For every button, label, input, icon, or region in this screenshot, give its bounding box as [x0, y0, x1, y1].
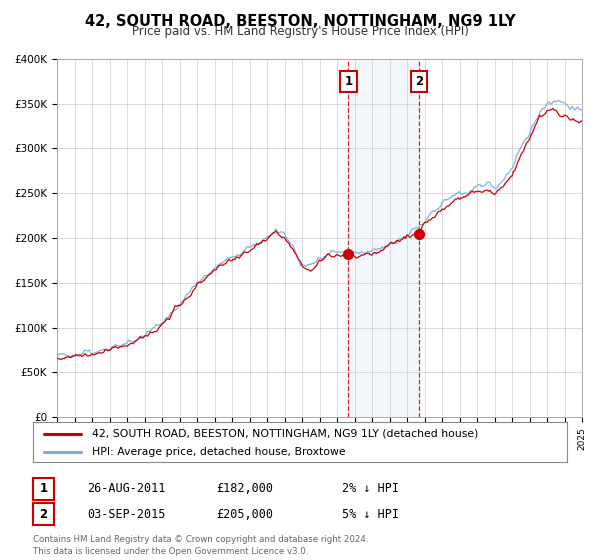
Text: Contains HM Land Registry data © Crown copyright and database right 2024.: Contains HM Land Registry data © Crown c… [33, 535, 368, 544]
Text: 26-AUG-2011: 26-AUG-2011 [87, 482, 166, 496]
Text: HPI: Average price, detached house, Broxtowe: HPI: Average price, detached house, Brox… [92, 447, 346, 457]
Text: £205,000: £205,000 [216, 507, 273, 521]
Text: This data is licensed under the Open Government Licence v3.0.: This data is licensed under the Open Gov… [33, 547, 308, 556]
Text: 2% ↓ HPI: 2% ↓ HPI [342, 482, 399, 496]
Text: 42, SOUTH ROAD, BEESTON, NOTTINGHAM, NG9 1LY (detached house): 42, SOUTH ROAD, BEESTON, NOTTINGHAM, NG9… [92, 429, 478, 439]
Text: £182,000: £182,000 [216, 482, 273, 496]
Text: 2: 2 [39, 507, 47, 521]
Text: 2: 2 [415, 74, 423, 88]
Text: Price paid vs. HM Land Registry's House Price Index (HPI): Price paid vs. HM Land Registry's House … [131, 25, 469, 38]
Text: 5% ↓ HPI: 5% ↓ HPI [342, 507, 399, 521]
Text: 42, SOUTH ROAD, BEESTON, NOTTINGHAM, NG9 1LY: 42, SOUTH ROAD, BEESTON, NOTTINGHAM, NG9… [85, 14, 515, 29]
Text: 1: 1 [39, 482, 47, 496]
Text: 03-SEP-2015: 03-SEP-2015 [87, 507, 166, 521]
Bar [349, 59, 419, 417]
Text: 1: 1 [344, 74, 352, 88]
